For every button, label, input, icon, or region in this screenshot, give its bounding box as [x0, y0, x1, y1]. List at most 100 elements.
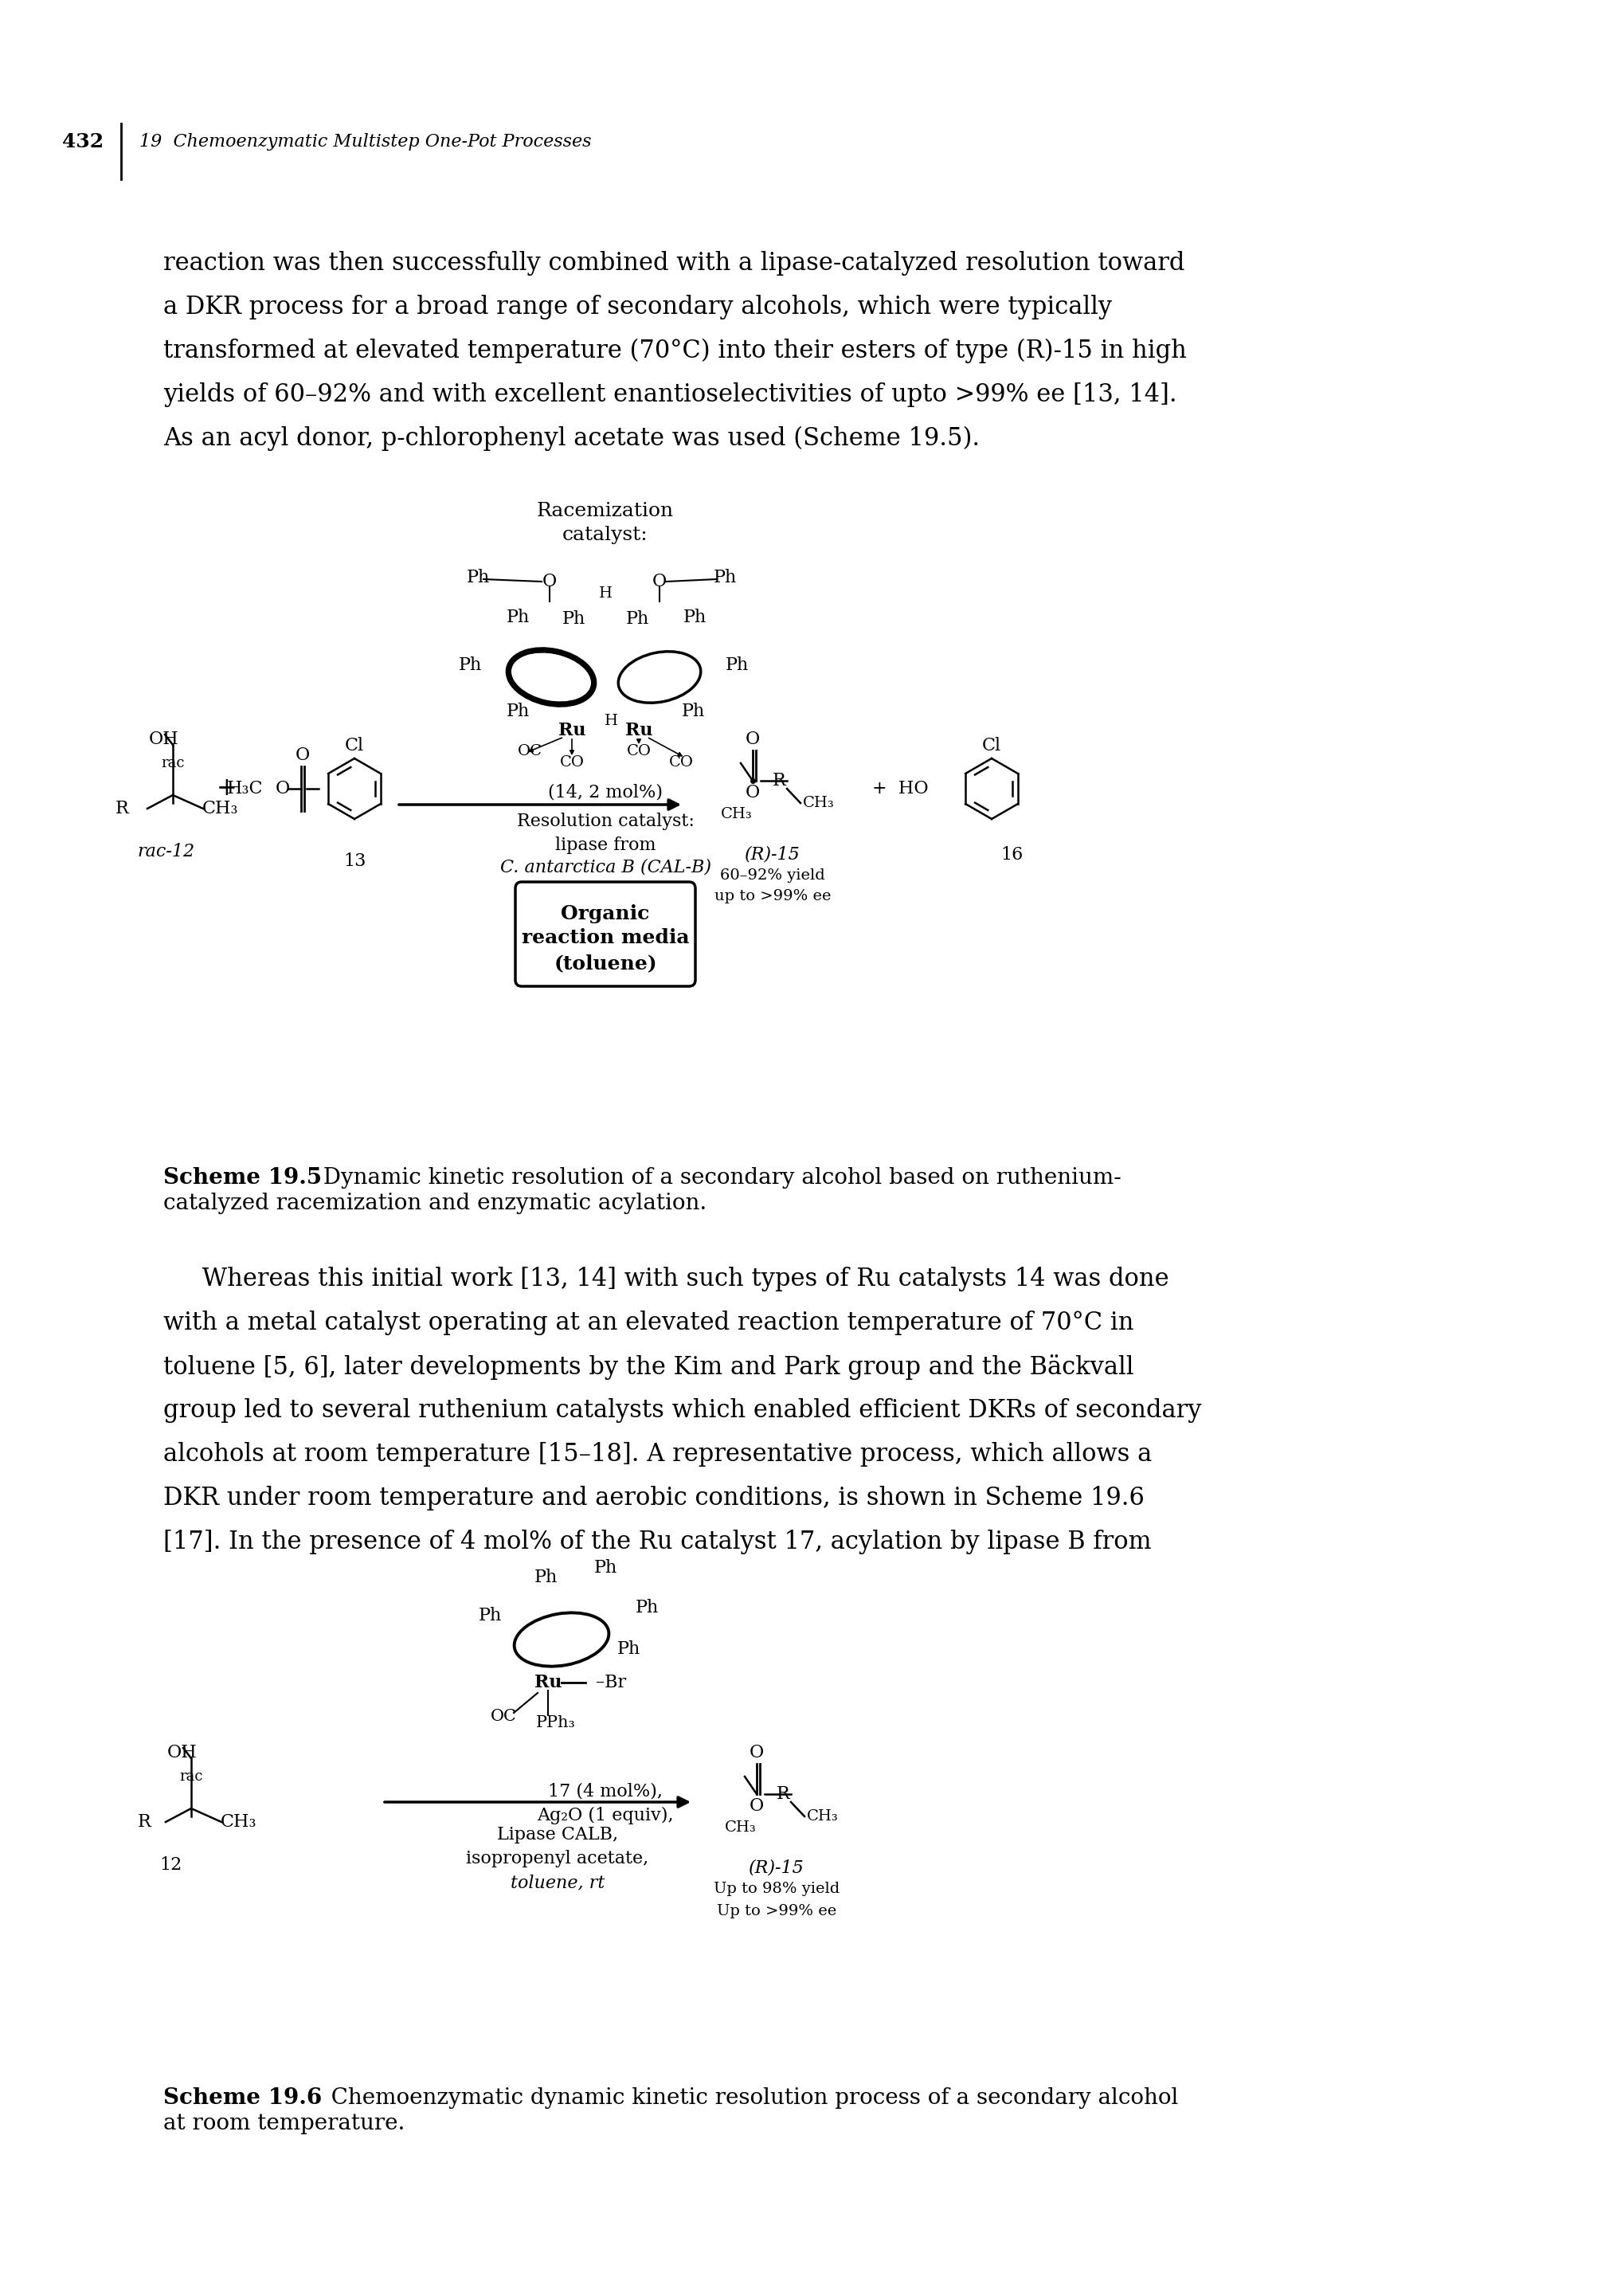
Text: Up to >99% ee: Up to >99% ee [717, 1903, 836, 1919]
Text: CH₃: CH₃ [720, 806, 752, 822]
Text: Ph: Ph [636, 1598, 658, 1616]
Text: (R)-15: (R)-15 [744, 845, 800, 863]
Text: O: O [749, 1745, 764, 1761]
Text: toluene, rt: toluene, rt [511, 1874, 605, 1892]
Text: catalyzed racemization and enzymatic acylation.: catalyzed racemization and enzymatic acy… [163, 1192, 706, 1215]
Text: Ph: Ph [506, 608, 530, 627]
Text: (R)-15: (R)-15 [749, 1860, 804, 1876]
Text: Whereas this initial work [13, 14] with such types of Ru catalysts 14 was done: Whereas this initial work [13, 14] with … [163, 1267, 1169, 1290]
Text: CH₃: CH₃ [202, 799, 239, 817]
Text: OC: OC [490, 1708, 517, 1724]
Text: +  HO: + HO [873, 781, 929, 797]
Text: Organic: Organic [560, 905, 650, 923]
Text: H: H [604, 714, 618, 728]
Text: O: O [543, 572, 557, 590]
Text: lipase from: lipase from [556, 836, 656, 854]
Text: 16: 16 [1001, 845, 1023, 863]
Text: (toluene): (toluene) [554, 953, 656, 974]
FancyBboxPatch shape [516, 882, 695, 987]
Text: Ph: Ph [594, 1559, 616, 1577]
Text: R: R [773, 771, 786, 790]
Text: H₃C: H₃C [227, 781, 263, 797]
Text: O: O [296, 746, 311, 765]
Text: CH₃: CH₃ [725, 1821, 757, 1835]
Text: +: + [216, 776, 237, 801]
Text: Ph: Ph [535, 1568, 557, 1587]
Text: at room temperature.: at room temperature. [163, 2112, 405, 2135]
Text: H: H [599, 585, 612, 602]
Text: Ph: Ph [618, 1639, 640, 1658]
Text: Ph: Ph [712, 569, 736, 585]
Text: [17]. In the presence of 4 mol% of the Ru catalyst 17, acylation by lipase B fro: [17]. In the presence of 4 mol% of the R… [163, 1529, 1151, 1554]
Text: As an acyl donor, p-chlorophenyl acetate was used (Scheme 19.5).: As an acyl donor, p-chlorophenyl acetate… [163, 427, 980, 450]
Text: C. antarctica B (CAL-B): C. antarctica B (CAL-B) [500, 859, 711, 875]
Text: yields of 60–92% and with excellent enantioselectivities of upto >99% ee [13, 14: yields of 60–92% and with excellent enan… [163, 383, 1177, 406]
Text: CH₃: CH₃ [802, 797, 834, 810]
Text: Scheme 19.5: Scheme 19.5 [163, 1166, 322, 1189]
Text: Scheme 19.6: Scheme 19.6 [163, 2087, 322, 2108]
Text: reaction media: reaction media [522, 928, 688, 948]
Text: PPh₃: PPh₃ [536, 1715, 576, 1729]
Text: CH₃: CH₃ [807, 1809, 839, 1823]
Text: Ru: Ru [624, 721, 653, 739]
Text: rac: rac [160, 755, 184, 771]
Text: DKR under room temperature and aerobic conditions, is shown in Scheme 19.6: DKR under room temperature and aerobic c… [163, 1486, 1145, 1511]
Text: CO: CO [560, 755, 584, 769]
Text: CO: CO [669, 755, 693, 769]
Text: R: R [776, 1786, 789, 1802]
Text: OH: OH [149, 730, 179, 748]
Text: catalyst:: catalyst: [562, 526, 648, 544]
Text: CH₃: CH₃ [221, 1814, 256, 1830]
Text: Cl: Cl [981, 737, 1001, 755]
Text: 19  Chemoenzymatic Multistep One-Pot Processes: 19 Chemoenzymatic Multistep One-Pot Proc… [139, 133, 591, 152]
Text: reaction was then successfully combined with a lipase-catalyzed resolution towar: reaction was then successfully combined … [163, 250, 1185, 276]
Ellipse shape [511, 652, 592, 703]
Text: toluene [5, 6], later developments by the Kim and Park group and the Bäckvall: toluene [5, 6], later developments by th… [163, 1355, 1134, 1380]
Text: 60–92% yield: 60–92% yield [720, 868, 825, 882]
Text: a DKR process for a broad range of secondary alcohols, which were typically: a DKR process for a broad range of secon… [163, 294, 1113, 319]
Text: O: O [746, 730, 760, 748]
Text: Lipase CALB,: Lipase CALB, [496, 1825, 618, 1844]
Text: OH: OH [167, 1745, 197, 1761]
Text: Racemization: Racemization [536, 503, 674, 521]
Text: Ag₂O (1 equiv),: Ag₂O (1 equiv), [536, 1807, 674, 1825]
Text: Ph: Ph [562, 611, 584, 627]
Text: isopropenyl acetate,: isopropenyl acetate, [466, 1851, 648, 1867]
Text: R: R [115, 799, 130, 817]
Text: O: O [746, 783, 760, 801]
Text: with a metal catalyst operating at an elevated reaction temperature of 70°C in: with a metal catalyst operating at an el… [163, 1311, 1134, 1336]
Text: Ph: Ph [682, 703, 704, 721]
Text: Dynamic kinetic resolution of a secondary alcohol based on ruthenium-: Dynamic kinetic resolution of a secondar… [309, 1166, 1121, 1189]
Text: Cl: Cl [344, 737, 363, 755]
Text: Ph: Ph [626, 611, 648, 627]
Text: group led to several ruthenium catalysts which enabled efficient DKRs of seconda: group led to several ruthenium catalysts… [163, 1398, 1201, 1424]
Text: Ru: Ru [535, 1674, 562, 1692]
Text: Ph: Ph [479, 1607, 501, 1623]
Text: rac-12: rac-12 [138, 843, 194, 861]
Text: Ph: Ph [458, 657, 482, 675]
Text: Ph: Ph [506, 703, 530, 721]
Text: –Br: –Br [596, 1674, 626, 1692]
Text: rac: rac [179, 1770, 203, 1784]
Text: O: O [275, 781, 290, 797]
Text: Resolution catalyst:: Resolution catalyst: [517, 813, 695, 831]
Text: up to >99% ee: up to >99% ee [714, 889, 831, 902]
Text: Up to 98% yield: Up to 98% yield [714, 1883, 839, 1896]
Text: 13: 13 [343, 852, 365, 870]
Text: 12: 12 [160, 1855, 183, 1874]
Text: transformed at elevated temperature (70°C) into their esters of type (R)-15 in h: transformed at elevated temperature (70°… [163, 338, 1186, 363]
Text: CO: CO [626, 744, 652, 758]
Text: Ru: Ru [559, 721, 586, 739]
Text: OC: OC [517, 744, 543, 758]
Text: O: O [652, 572, 666, 590]
Text: Chemoenzymatic dynamic kinetic resolution process of a secondary alcohol: Chemoenzymatic dynamic kinetic resolutio… [317, 2087, 1178, 2108]
Text: R: R [138, 1814, 152, 1830]
Text: Ph: Ph [684, 608, 706, 627]
Text: 432: 432 [62, 133, 104, 152]
Text: alcohols at room temperature [15–18]. A representative process, which allows a: alcohols at room temperature [15–18]. A … [163, 1442, 1153, 1467]
Text: Ph: Ph [725, 657, 748, 675]
Text: O: O [749, 1798, 764, 1814]
Text: Ph: Ph [466, 569, 490, 585]
Text: 17 (4 mol%),: 17 (4 mol%), [548, 1784, 663, 1800]
Text: (14, 2 mol%): (14, 2 mol%) [548, 783, 663, 801]
